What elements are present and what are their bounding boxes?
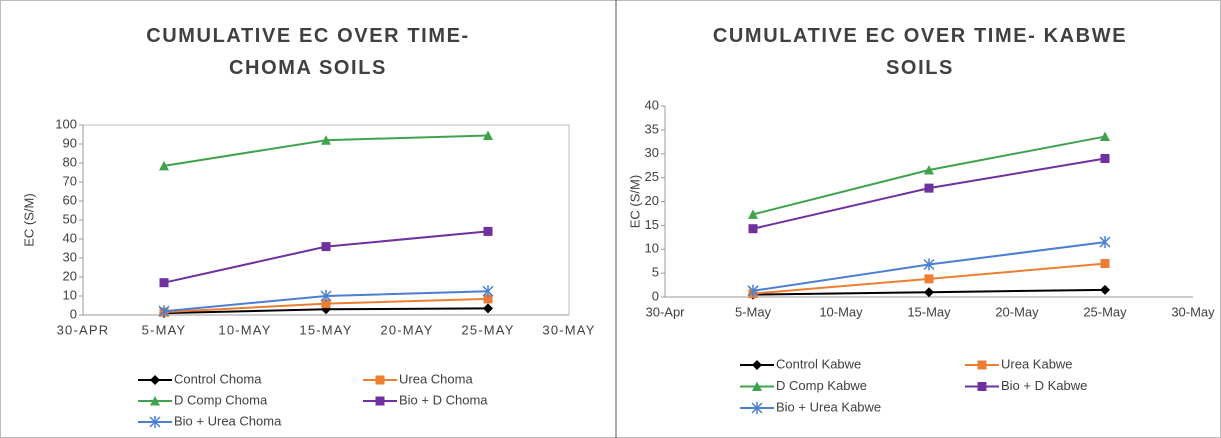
y-tick-label: 50: [63, 211, 77, 226]
legend-label: Bio + Urea Kabwe: [776, 399, 881, 414]
legend-marker: [752, 381, 762, 391]
series-line: [752, 135, 1106, 216]
x-tick-label: 5-MAY: [142, 322, 187, 337]
x-tick-label: 15-May: [907, 304, 951, 319]
x-tick-label: 30-APR: [57, 322, 110, 337]
marker: [321, 135, 331, 145]
y-tick-label: 30: [645, 145, 659, 160]
legend-marker: [375, 375, 385, 385]
marker: [1100, 259, 1110, 269]
y-tick-label: 0: [70, 306, 77, 321]
legend-marker: [751, 402, 763, 414]
y-tick-label: 70: [63, 173, 77, 188]
legend-marker: [150, 396, 160, 406]
marker: [748, 209, 758, 219]
y-tick-label: 40: [645, 97, 659, 112]
marker: [483, 226, 493, 236]
y-tick-label: 10: [645, 241, 659, 256]
marker: [321, 299, 331, 309]
legend-label: Urea Kabwe: [1001, 356, 1073, 371]
x-tick-label: 25-May: [1083, 304, 1127, 319]
marker: [483, 294, 493, 304]
x-tick-label: 10-MAY: [218, 322, 271, 337]
marker: [748, 224, 758, 234]
marker: [483, 303, 493, 314]
y-tick-label: 40: [63, 230, 77, 245]
y-tick-label: 20: [63, 268, 77, 283]
legend-label: Urea Choma: [399, 371, 473, 386]
marker: [320, 290, 332, 302]
marker: [747, 284, 759, 297]
marker: [1100, 131, 1110, 142]
legend-marker: [150, 375, 160, 385]
legend-label: Control Kabwe: [776, 356, 861, 371]
legend-label: Bio + Urea Choma: [174, 413, 282, 428]
series-line: [163, 230, 489, 284]
marker: [321, 242, 331, 252]
y-tick-label: 90: [63, 135, 77, 150]
y-tick-label: 5: [652, 265, 659, 280]
legend-label: D Comp Choma: [174, 392, 268, 407]
legend-label: Bio + D Choma: [399, 392, 488, 407]
marker: [1100, 154, 1110, 164]
x-tick-label: 20-MAY: [380, 322, 433, 337]
marker: [158, 305, 170, 318]
marker: [1100, 284, 1110, 295]
marker: [923, 258, 935, 271]
x-tick-label: 30-May: [1171, 304, 1215, 319]
y-axis-label: EC (S/M): [627, 175, 642, 228]
y-tick-label: 80: [63, 154, 77, 169]
y-tick-label: 0: [652, 288, 659, 303]
legend-marker: [752, 360, 762, 370]
marker: [482, 285, 494, 298]
y-tick-label: 10: [63, 287, 77, 302]
x-tick-label: 15-MAY: [299, 322, 352, 337]
legend-label: Control Choma: [174, 371, 262, 386]
x-tick-label: 20-May: [995, 304, 1039, 319]
y-tick-label: 20: [645, 193, 659, 208]
legend-marker: [977, 382, 987, 391]
legend-marker: [149, 416, 161, 428]
y-tick-label: 30: [63, 249, 77, 264]
y-tick-label: 35: [645, 121, 659, 136]
marker: [924, 274, 934, 284]
chart-title: CUMULATIVE EC OVER TIME- CHOMA SOILS: [146, 25, 470, 79]
x-tick-label: 30-MAY: [542, 322, 595, 337]
marker: [483, 130, 493, 140]
x-tick-label: 25-MAY: [461, 322, 514, 337]
plot-frame: [82, 124, 570, 316]
x-tick-label: 5-May: [735, 304, 772, 319]
legend-marker: [375, 396, 385, 406]
x-tick-label: 30-Apr: [645, 304, 685, 319]
y-tick-label: 100: [55, 116, 77, 131]
marker: [924, 183, 934, 193]
x-tick-label: 10-May: [819, 304, 863, 319]
legend-marker: [977, 360, 987, 370]
y-tick-label: 15: [645, 217, 659, 232]
marker: [159, 160, 169, 171]
marker: [159, 278, 169, 288]
marker: [924, 164, 934, 175]
y-axis-label: EC (S/M): [21, 193, 36, 246]
marker: [1099, 236, 1111, 249]
chart-title: CUMULATIVE EC OVER TIME- KABWE SOILS: [712, 25, 1128, 79]
y-tick-label: 60: [63, 192, 77, 207]
legend-label: D Comp Kabwe: [776, 378, 867, 393]
legend-label: Bio + D Kabwe: [1001, 378, 1087, 393]
y-tick-label: 25: [645, 169, 659, 184]
marker: [924, 287, 934, 298]
